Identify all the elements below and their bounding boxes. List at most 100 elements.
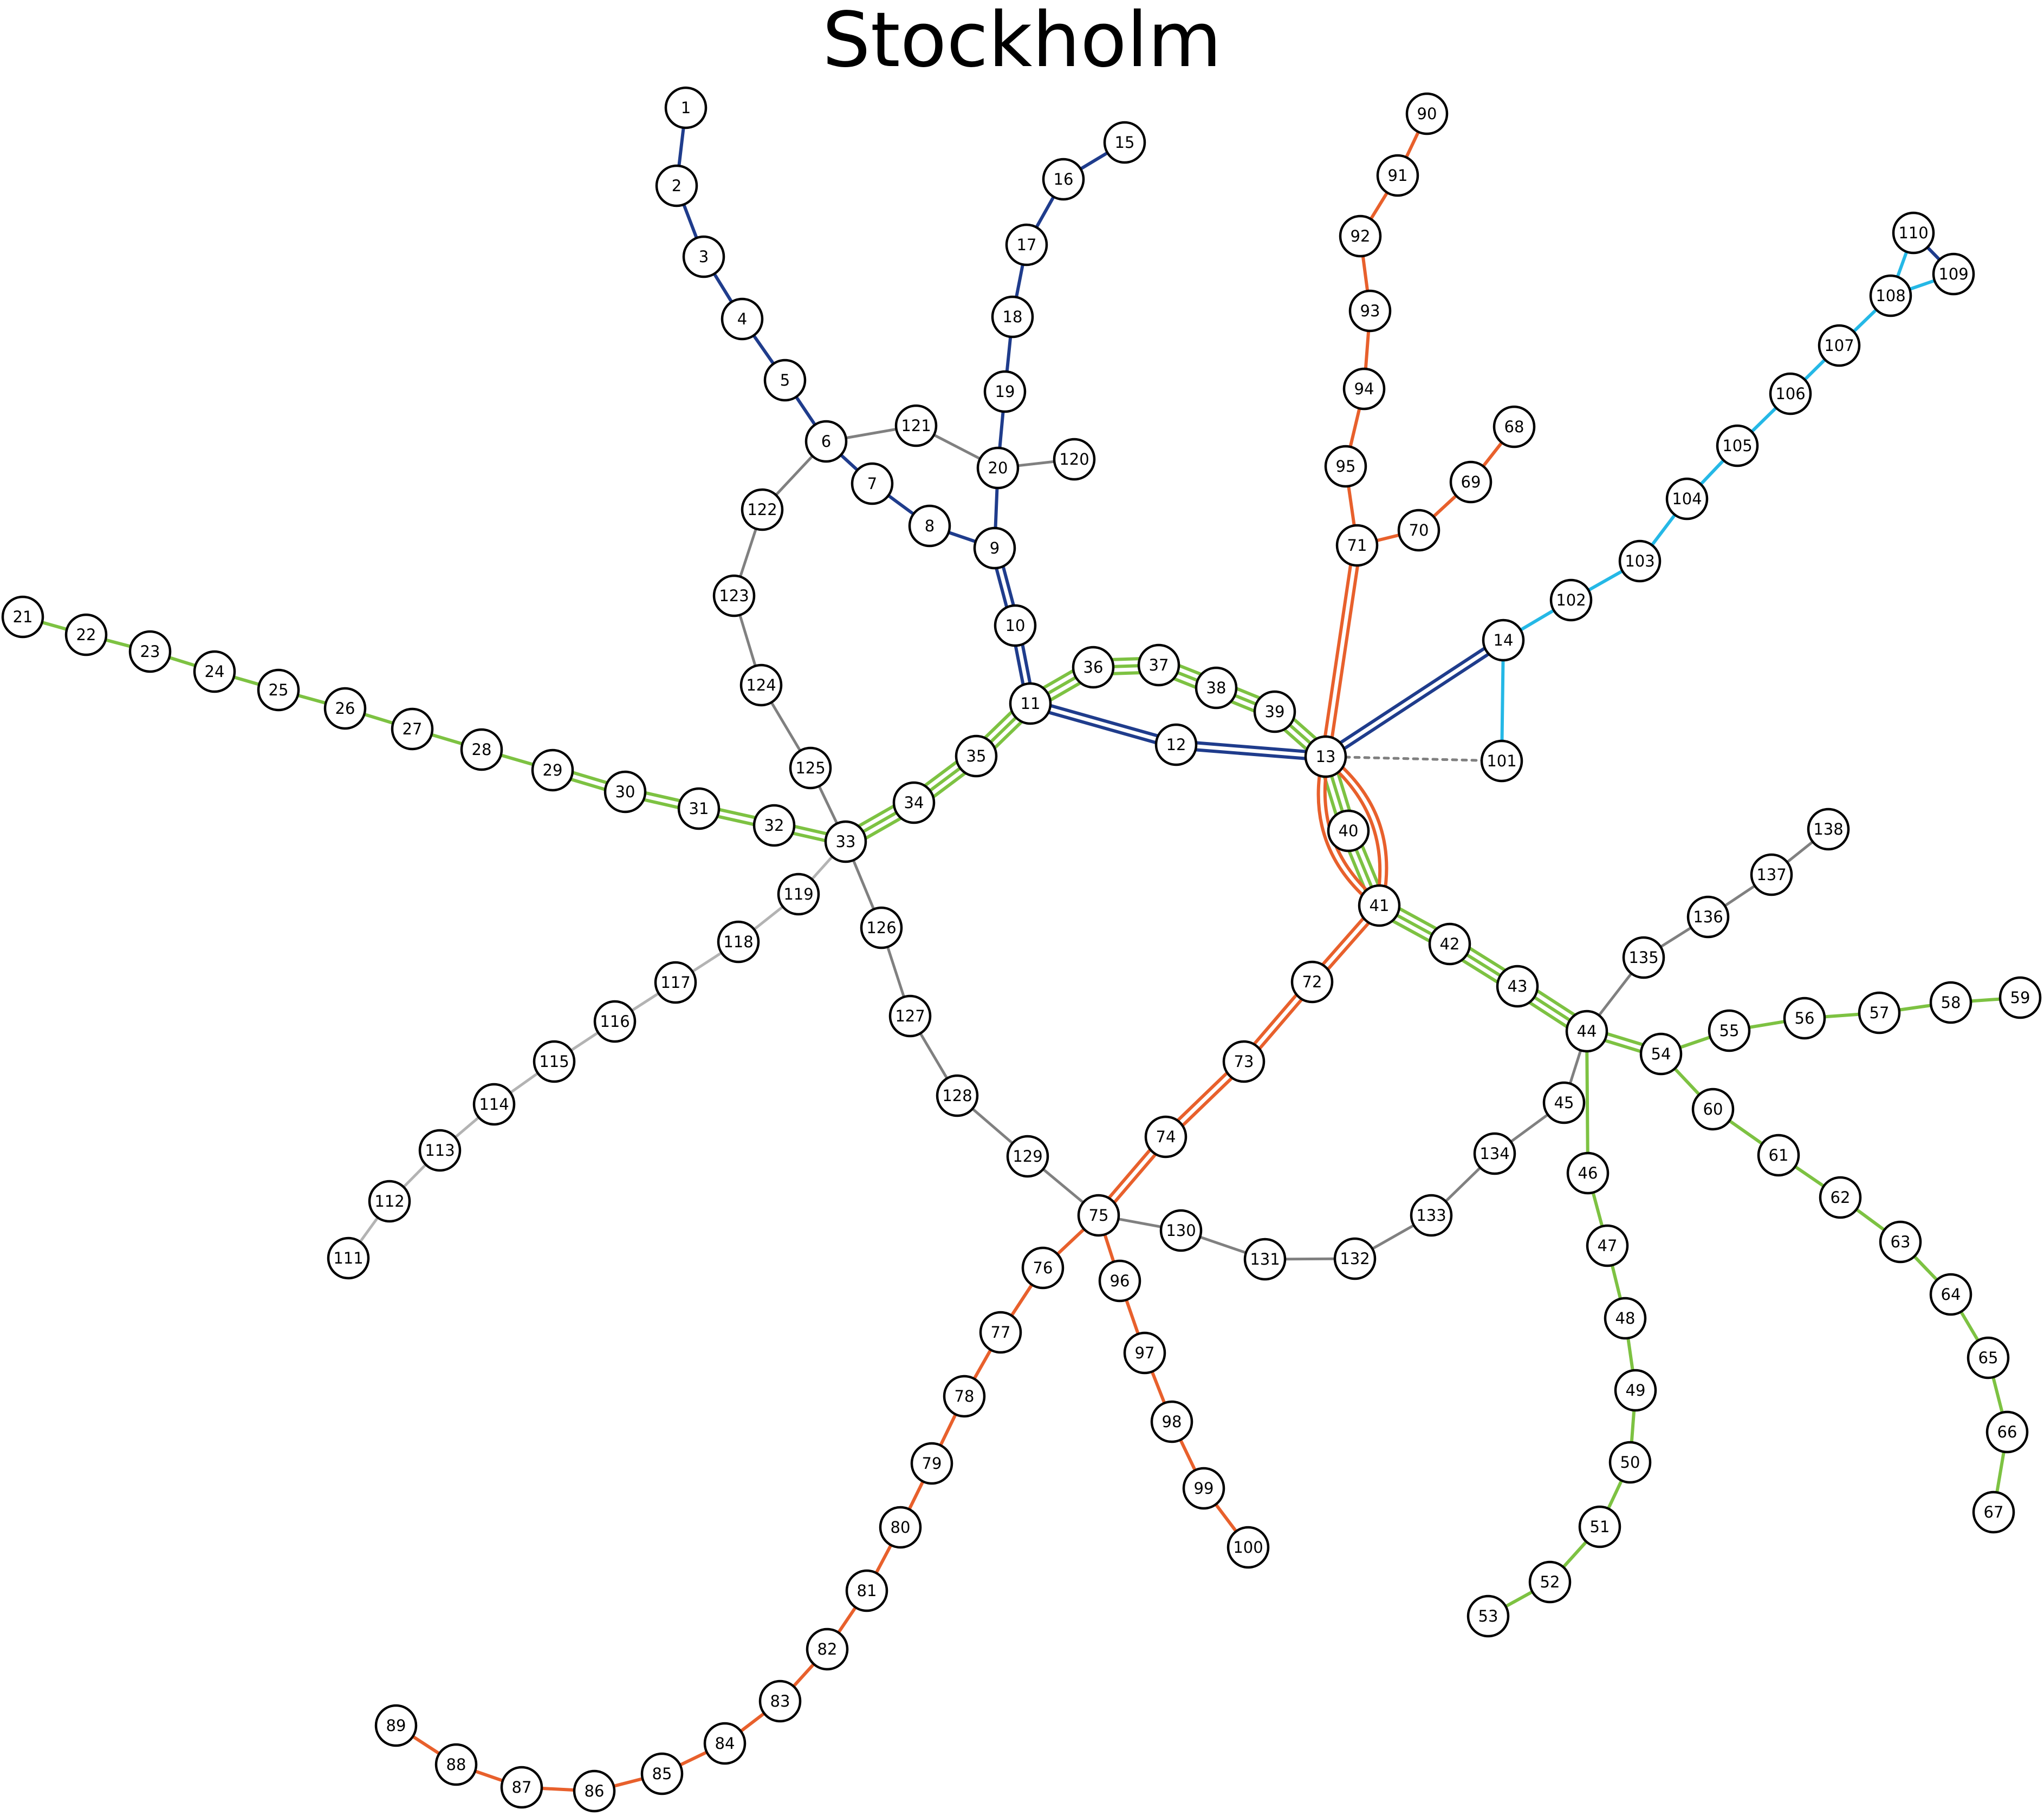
- station-24[interactable]: 24: [193, 650, 236, 693]
- station-96[interactable]: 96: [1098, 1259, 1141, 1303]
- station-75[interactable]: 75: [1077, 1194, 1120, 1237]
- station-15[interactable]: 15: [1103, 121, 1146, 164]
- station-95[interactable]: 95: [1324, 445, 1367, 488]
- station-30[interactable]: 30: [604, 770, 647, 813]
- station-48[interactable]: 48: [1604, 1297, 1647, 1340]
- station-23[interactable]: 23: [128, 630, 172, 673]
- station-7[interactable]: 7: [851, 462, 894, 505]
- station-43[interactable]: 43: [1496, 965, 1539, 1008]
- station-135[interactable]: 135: [1622, 936, 1665, 979]
- station-29[interactable]: 29: [531, 748, 574, 792]
- station-1[interactable]: 1: [664, 86, 708, 129]
- station-129[interactable]: 129: [1006, 1135, 1049, 1178]
- station-106[interactable]: 106: [1769, 372, 1812, 415]
- station-110[interactable]: 110: [1892, 211, 1935, 255]
- station-134[interactable]: 134: [1473, 1132, 1516, 1175]
- station-84[interactable]: 84: [703, 1722, 747, 1765]
- station-109[interactable]: 109: [1932, 252, 1975, 296]
- station-20[interactable]: 20: [976, 446, 1020, 490]
- station-116[interactable]: 116: [593, 1000, 637, 1043]
- station-28[interactable]: 28: [460, 728, 503, 771]
- station-91[interactable]: 91: [1376, 154, 1419, 197]
- station-97[interactable]: 97: [1123, 1331, 1166, 1375]
- station-138[interactable]: 138: [1807, 808, 1850, 851]
- station-41[interactable]: 41: [1358, 884, 1401, 927]
- station-22[interactable]: 22: [64, 613, 108, 656]
- station-77[interactable]: 77: [979, 1311, 1022, 1354]
- station-16[interactable]: 16: [1042, 158, 1085, 201]
- station-105[interactable]: 105: [1716, 424, 1759, 467]
- station-32[interactable]: 32: [752, 804, 796, 847]
- station-104[interactable]: 104: [1665, 477, 1709, 520]
- station-38[interactable]: 38: [1195, 666, 1238, 710]
- station-103[interactable]: 103: [1618, 539, 1662, 583]
- station-57[interactable]: 57: [1858, 991, 1901, 1034]
- station-92[interactable]: 92: [1339, 214, 1382, 258]
- station-13[interactable]: 13: [1304, 735, 1347, 778]
- station-19[interactable]: 19: [983, 370, 1027, 413]
- station-86[interactable]: 86: [573, 1769, 616, 1813]
- station-124[interactable]: 124: [739, 663, 783, 707]
- station-126[interactable]: 126: [860, 906, 903, 949]
- station-67[interactable]: 67: [1972, 1490, 2015, 1534]
- station-130[interactable]: 130: [1159, 1209, 1203, 1252]
- station-81[interactable]: 81: [845, 1569, 888, 1612]
- station-98[interactable]: 98: [1150, 1400, 1193, 1443]
- station-37[interactable]: 37: [1137, 643, 1180, 687]
- station-71[interactable]: 71: [1335, 524, 1379, 567]
- station-8[interactable]: 8: [908, 504, 951, 548]
- station-125[interactable]: 125: [789, 746, 832, 790]
- station-137[interactable]: 137: [1750, 853, 1793, 896]
- station-3[interactable]: 3: [682, 235, 725, 278]
- station-85[interactable]: 85: [640, 1752, 684, 1795]
- station-56[interactable]: 56: [1783, 997, 1826, 1040]
- station-66[interactable]: 66: [1985, 1410, 2029, 1454]
- station-128[interactable]: 128: [936, 1074, 979, 1117]
- station-45[interactable]: 45: [1542, 1081, 1586, 1124]
- station-83[interactable]: 83: [758, 1680, 802, 1723]
- station-121[interactable]: 121: [894, 404, 938, 447]
- station-120[interactable]: 120: [1053, 438, 1096, 481]
- station-63[interactable]: 63: [1879, 1220, 1922, 1264]
- station-62[interactable]: 62: [1819, 1176, 1862, 1219]
- station-31[interactable]: 31: [677, 787, 721, 830]
- station-9[interactable]: 9: [973, 526, 1016, 570]
- station-25[interactable]: 25: [257, 668, 300, 712]
- station-47[interactable]: 47: [1586, 1224, 1629, 1267]
- station-78[interactable]: 78: [943, 1375, 986, 1418]
- station-4[interactable]: 4: [721, 297, 764, 341]
- station-36[interactable]: 36: [1072, 646, 1115, 689]
- station-88[interactable]: 88: [434, 1743, 478, 1786]
- station-26[interactable]: 26: [323, 687, 367, 730]
- station-118[interactable]: 118: [717, 920, 760, 964]
- station-70[interactable]: 70: [1397, 509, 1440, 552]
- station-68[interactable]: 68: [1493, 405, 1536, 448]
- station-127[interactable]: 127: [888, 994, 932, 1038]
- station-122[interactable]: 122: [741, 488, 784, 531]
- station-42[interactable]: 42: [1428, 922, 1471, 966]
- station-113[interactable]: 113: [418, 1129, 462, 1172]
- station-55[interactable]: 55: [1708, 1009, 1751, 1052]
- station-112[interactable]: 112: [368, 1180, 411, 1223]
- station-17[interactable]: 17: [1005, 223, 1048, 266]
- station-5[interactable]: 5: [763, 359, 807, 402]
- station-12[interactable]: 12: [1154, 723, 1198, 766]
- station-58[interactable]: 58: [1929, 981, 1972, 1024]
- station-2[interactable]: 2: [655, 164, 698, 207]
- station-39[interactable]: 39: [1253, 690, 1296, 733]
- station-132[interactable]: 132: [1333, 1237, 1377, 1280]
- station-94[interactable]: 94: [1342, 367, 1386, 411]
- station-82[interactable]: 82: [806, 1628, 849, 1671]
- station-27[interactable]: 27: [391, 707, 434, 751]
- station-73[interactable]: 73: [1222, 1040, 1266, 1083]
- station-14[interactable]: 14: [1482, 619, 1525, 662]
- station-33[interactable]: 33: [824, 820, 867, 863]
- station-64[interactable]: 64: [1929, 1273, 1972, 1316]
- station-21[interactable]: 21: [1, 595, 44, 639]
- station-65[interactable]: 65: [1967, 1336, 2010, 1379]
- station-40[interactable]: 40: [1327, 809, 1370, 852]
- station-79[interactable]: 79: [910, 1442, 953, 1485]
- station-90[interactable]: 90: [1405, 92, 1449, 135]
- station-69[interactable]: 69: [1449, 460, 1493, 504]
- station-115[interactable]: 115: [533, 1040, 576, 1083]
